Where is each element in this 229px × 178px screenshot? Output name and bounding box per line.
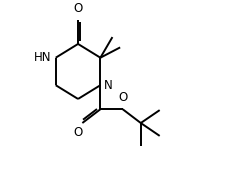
Text: O: O: [73, 126, 82, 139]
Text: O: O: [73, 2, 82, 15]
Text: N: N: [104, 79, 112, 92]
Text: O: O: [118, 91, 127, 104]
Text: HN: HN: [34, 51, 51, 64]
